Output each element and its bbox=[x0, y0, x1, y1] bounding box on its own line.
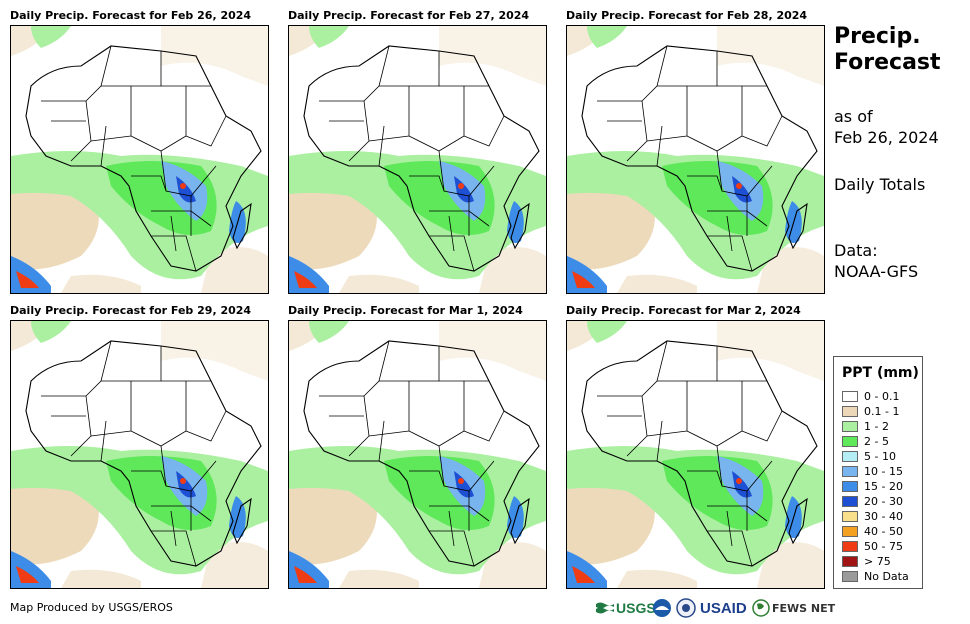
usaid-text: USAID bbox=[700, 599, 747, 617]
country-borders bbox=[41, 45, 227, 272]
as-of-date: Feb 26, 2024 bbox=[834, 128, 939, 147]
africa-outline bbox=[303, 340, 540, 567]
legend-item: No Data bbox=[842, 570, 909, 583]
country-borders bbox=[319, 340, 505, 567]
side-title-line2: Forecast bbox=[834, 50, 941, 75]
as-of-block: as of Feb 26, 2024 bbox=[834, 106, 939, 148]
fews-net-text: FEWS NET bbox=[772, 601, 836, 615]
panel-title-mar1: Daily Precip. Forecast for Mar 1, 2024 bbox=[288, 304, 523, 317]
africa-outline bbox=[25, 340, 262, 567]
side-title: Precip. Forecast bbox=[834, 24, 941, 76]
legend-swatch bbox=[842, 421, 858, 432]
legend-label: 0.1 - 1 bbox=[864, 405, 900, 418]
panel-title-feb27: Daily Precip. Forecast for Feb 27, 2024 bbox=[288, 9, 530, 22]
map-panel-feb27 bbox=[288, 25, 547, 294]
as-of-label: as of bbox=[834, 107, 873, 126]
legend-label: 2 - 5 bbox=[864, 435, 889, 448]
panel-title-feb26: Daily Precip. Forecast for Feb 26, 2024 bbox=[10, 9, 252, 22]
legend-item: > 75 bbox=[842, 555, 891, 568]
data-source-block: Data: NOAA-GFS bbox=[834, 240, 918, 282]
legend-label: 40 - 50 bbox=[864, 525, 903, 538]
madagascar-outline bbox=[788, 202, 808, 250]
legend-swatch bbox=[842, 556, 858, 567]
legend-item: 15 - 20 bbox=[842, 480, 903, 493]
usgs-text: USGS bbox=[616, 600, 656, 616]
legend-swatch bbox=[842, 391, 858, 402]
rain-belt bbox=[289, 26, 546, 293]
legend-swatch bbox=[842, 406, 858, 417]
africa-outline bbox=[581, 45, 818, 272]
legend-item: 2 - 5 bbox=[842, 435, 889, 448]
legend-swatch bbox=[842, 541, 858, 552]
noaa-seal-icon bbox=[653, 599, 671, 617]
legend-swatch bbox=[842, 451, 858, 462]
usgs-logo: USGS bbox=[596, 598, 656, 618]
usgs-wave-icon bbox=[596, 602, 614, 614]
legend-label: 0 - 0.1 bbox=[864, 390, 900, 403]
legend-item: 30 - 40 bbox=[842, 510, 903, 523]
panel-title-feb28: Daily Precip. Forecast for Feb 28, 2024 bbox=[566, 9, 808, 22]
legend-label: 20 - 30 bbox=[864, 495, 903, 508]
legend-item: 20 - 30 bbox=[842, 495, 903, 508]
country-borders bbox=[597, 340, 783, 567]
country-borders bbox=[41, 340, 227, 567]
legend-swatch bbox=[842, 511, 858, 522]
legend-item: 40 - 50 bbox=[842, 525, 903, 538]
map-panel-feb28 bbox=[566, 25, 825, 294]
panel-title-mar2: Daily Precip. Forecast for Mar 2, 2024 bbox=[566, 304, 801, 317]
country-borders bbox=[319, 45, 505, 272]
legend-item: 0.1 - 1 bbox=[842, 405, 899, 418]
legend-label: > 75 bbox=[864, 555, 891, 568]
legend-swatch bbox=[842, 466, 858, 477]
legend-item: 50 - 75 bbox=[842, 540, 903, 553]
legend-label: 1 - 2 bbox=[864, 420, 889, 433]
legend-label: 30 - 40 bbox=[864, 510, 903, 523]
legend-swatch bbox=[842, 496, 858, 507]
legend-item: 1 - 2 bbox=[842, 420, 889, 433]
doc-seal-logo bbox=[676, 598, 696, 618]
legend-item: 0 - 0.1 bbox=[842, 390, 899, 403]
legend-label: 5 - 10 bbox=[864, 450, 896, 463]
legend-swatch bbox=[842, 436, 858, 447]
legend-item: 5 - 10 bbox=[842, 450, 896, 463]
madagascar-outline bbox=[788, 497, 808, 545]
data-source-value: NOAA-GFS bbox=[834, 262, 919, 281]
fews-net-logo: FEWS NET bbox=[752, 598, 835, 618]
usaid-logo: USAID bbox=[700, 598, 747, 618]
madagascar-outline bbox=[510, 202, 530, 250]
noaa-logo bbox=[652, 598, 672, 618]
country-borders bbox=[597, 45, 783, 272]
africa-outline bbox=[303, 45, 540, 272]
side-title-line1: Precip. bbox=[834, 24, 921, 49]
madagascar-outline bbox=[510, 497, 530, 545]
legend-label: No Data bbox=[864, 570, 909, 583]
daily-totals-label: Daily Totals bbox=[834, 175, 926, 194]
legend-label: 15 - 20 bbox=[864, 480, 903, 493]
map-panel-feb26 bbox=[10, 25, 269, 294]
legend-swatch bbox=[842, 571, 858, 582]
africa-outline bbox=[581, 340, 818, 567]
rain-belt bbox=[567, 26, 824, 293]
map-credit: Map Produced by USGS/EROS bbox=[10, 601, 173, 614]
panel-title-feb29: Daily Precip. Forecast for Feb 29, 2024 bbox=[10, 304, 252, 317]
legend-item: 10 - 15 bbox=[842, 465, 903, 478]
data-source-label: Data: bbox=[834, 241, 878, 260]
legend-label: 10 - 15 bbox=[864, 465, 903, 478]
legend: PPT (mm) 0 - 0.1 0.1 - 1 1 - 2 2 - 5 5 - 10 1… bbox=[833, 356, 923, 589]
madagascar-outline bbox=[232, 202, 252, 250]
map-panel-mar2 bbox=[566, 320, 825, 589]
globe-icon bbox=[752, 599, 770, 617]
map-panel-feb29 bbox=[10, 320, 269, 589]
legend-title: PPT (mm) bbox=[842, 365, 919, 381]
rain-belt bbox=[289, 321, 546, 588]
legend-label: 50 - 75 bbox=[864, 540, 903, 553]
madagascar-outline bbox=[232, 497, 252, 545]
legend-swatch bbox=[842, 526, 858, 537]
africa-outline bbox=[25, 45, 262, 272]
legend-swatch bbox=[842, 481, 858, 492]
map-panel-mar1 bbox=[288, 320, 547, 589]
seal-icon bbox=[676, 598, 696, 618]
